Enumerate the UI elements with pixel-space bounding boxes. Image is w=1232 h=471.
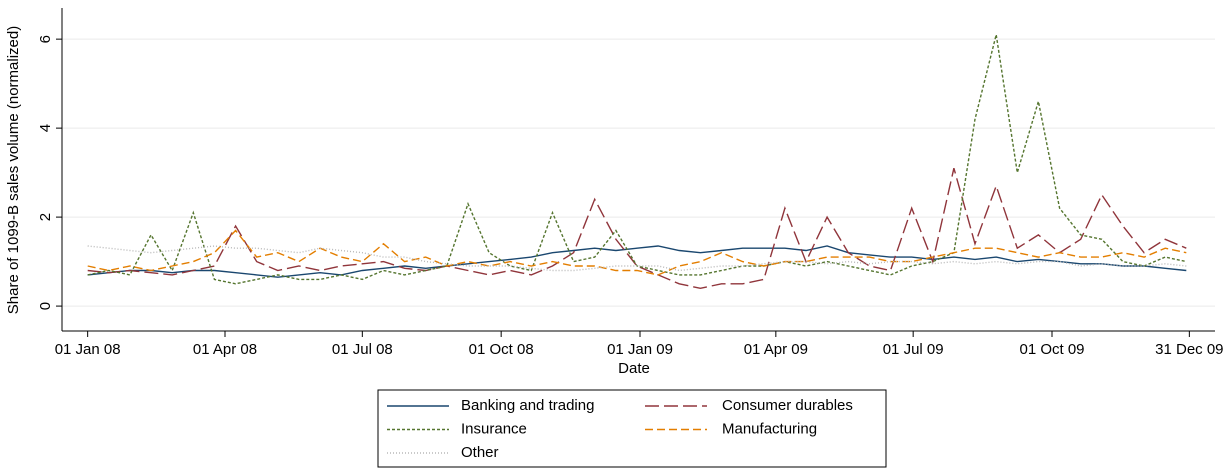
- y-tick-label: 2: [37, 213, 54, 221]
- x-tick-label: 01 Oct 09: [1019, 341, 1084, 358]
- legend-box: [377, 389, 887, 468]
- legend-label: Banking and trading: [461, 397, 594, 414]
- x-tick-label: 01 Jul 08: [332, 341, 393, 358]
- x-tick-label: 01 Oct 08: [469, 341, 534, 358]
- series-line: [87, 245, 1187, 278]
- x-tick-label: 31 Dec 09: [1155, 341, 1223, 358]
- x-tick-label: 01 Jan 08: [55, 341, 121, 358]
- series-line: [87, 229, 1187, 276]
- y-tick-label: 4: [37, 124, 54, 132]
- x-tick-label: 01 Apr 08: [193, 341, 257, 358]
- series-line: [87, 168, 1187, 290]
- x-tick-label: 01 Apr 09: [744, 341, 808, 358]
- x-axis-label: Date: [618, 360, 650, 377]
- legend-label: Manufacturing: [722, 420, 817, 437]
- legend-label: Other: [461, 444, 499, 461]
- series-line: [87, 245, 1187, 272]
- y-tick-label: 6: [37, 35, 54, 43]
- y-axis-label: Share of 1099-B sales volume (normalized…: [5, 26, 22, 314]
- x-tick-label: 01 Jul 09: [883, 341, 944, 358]
- legend-label: Insurance: [461, 420, 527, 437]
- legend-label: Consumer durables: [722, 397, 853, 414]
- y-tick-label: 0: [37, 302, 54, 310]
- x-tick-label: 01 Jan 09: [607, 341, 673, 358]
- series-line: [87, 34, 1187, 285]
